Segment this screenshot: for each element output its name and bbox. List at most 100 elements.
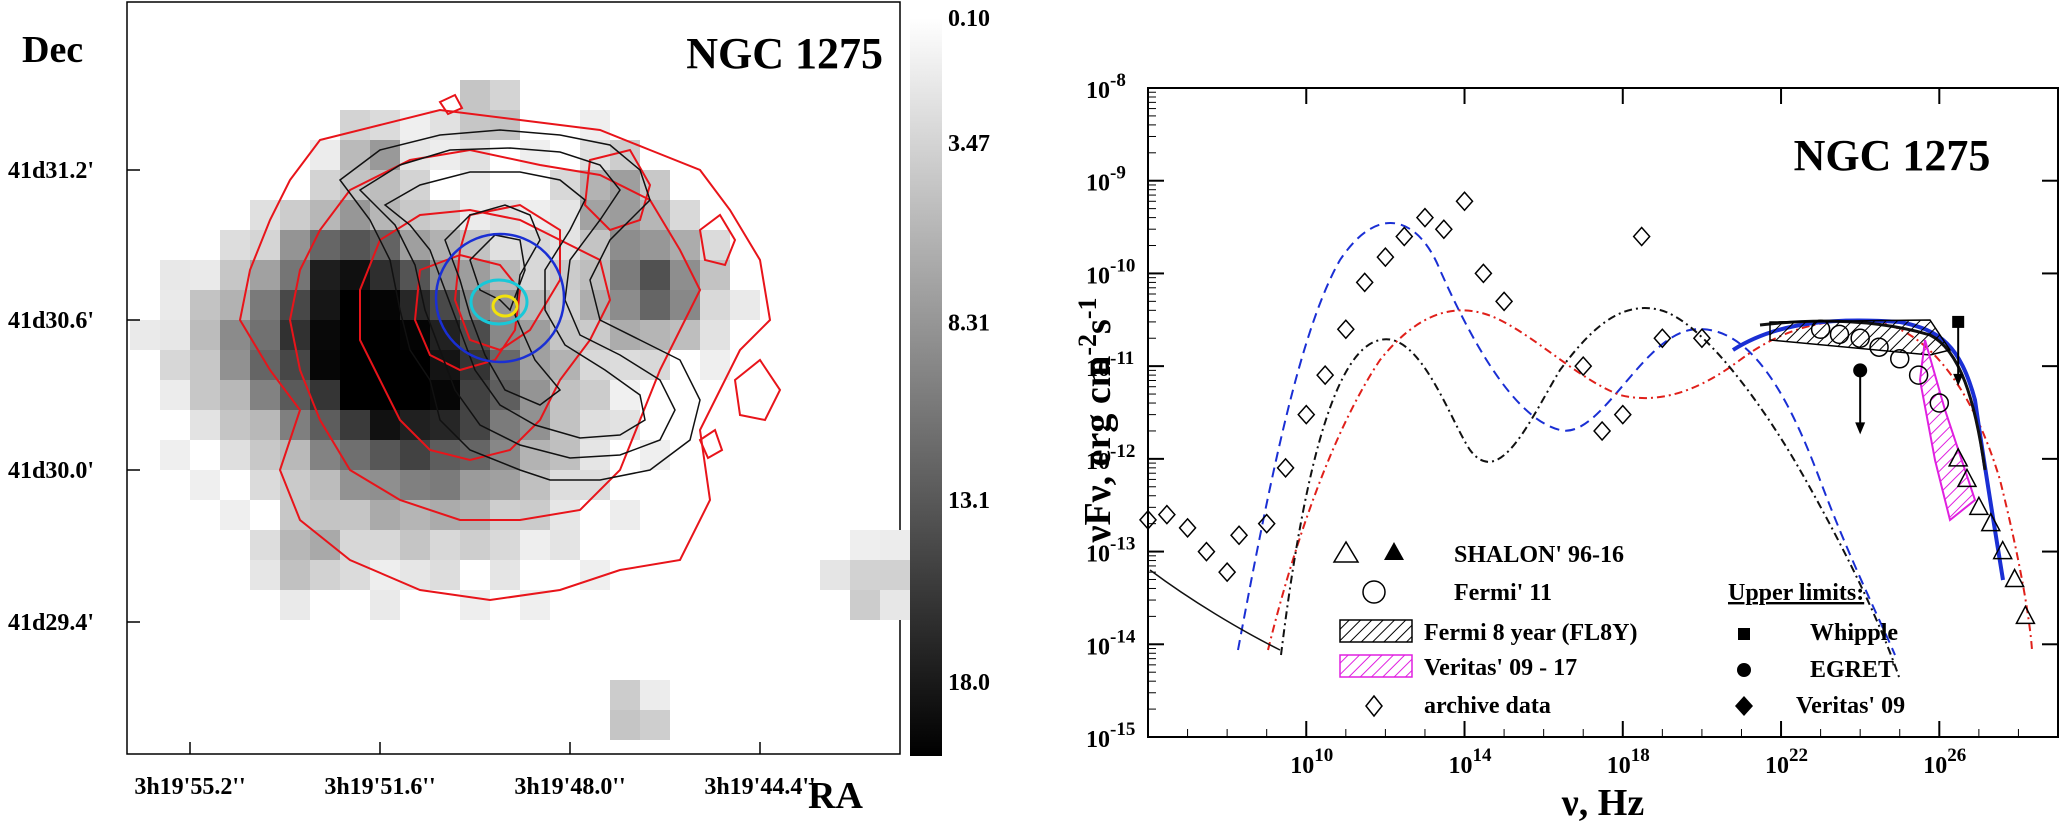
sed-ylabel: νFν, erg cm-2s-1: [1073, 297, 1119, 543]
map-pixel: [250, 560, 280, 590]
map-pixel: [310, 260, 340, 290]
map-pixel: [550, 410, 580, 440]
map-pixel: [550, 350, 580, 380]
colorbar-tick-label: 8.31: [948, 310, 990, 336]
map-title: NGC 1275: [686, 29, 883, 78]
map-pixel: [580, 410, 610, 440]
map-y-ticks: 41d31.2' 41d30.6' 41d30.0' 41d29.4': [8, 158, 140, 636]
archive-point: [1593, 420, 1612, 442]
archive-point: [1395, 226, 1414, 247]
map-pixel: [730, 290, 760, 320]
sed-x-tick-label: 1026: [1923, 745, 1966, 779]
map-pixel: [340, 140, 370, 170]
archive-point: [1434, 219, 1453, 240]
map-pixel: [310, 140, 340, 170]
map-pixel: [220, 230, 250, 260]
map-pixel: [160, 350, 190, 380]
map-pixel: [190, 470, 220, 500]
legend-whipple-icon: [1738, 628, 1750, 640]
archive-point: [1474, 263, 1493, 284]
fermi11-point: [1889, 349, 1910, 369]
sed-y-tick-label: 10-15: [1086, 719, 1135, 753]
map-pixel: [460, 530, 490, 560]
legend-fermi8-icon: [1339, 619, 1413, 643]
map-pixel: [160, 290, 190, 320]
map-pixel: [430, 440, 460, 470]
map-pixel: [190, 350, 220, 380]
map-pixel: [340, 410, 370, 440]
map-pixel: [340, 290, 370, 320]
map-pixel: [640, 350, 670, 380]
map-pixel: [220, 410, 250, 440]
sed-xlabel: ν, Hz: [1561, 782, 1645, 824]
map-y-tick-label: 41d30.6': [8, 308, 94, 334]
legend-fermi11-icon: [1362, 580, 1386, 604]
sed-x-tick-label: 1018: [1607, 745, 1650, 779]
map-pixel: [460, 500, 490, 530]
map-pixel: [400, 110, 430, 140]
fermi8-band: [1769, 319, 1952, 356]
map-pixel: [670, 320, 700, 350]
sed-x-ticks: 1010 1014 1018 1022 1026: [1187, 88, 2019, 779]
map-pixel: [310, 410, 340, 440]
map-pixel: [490, 560, 520, 590]
black-contours: [338, 129, 701, 481]
map-pixel: [280, 200, 310, 230]
map-pixel: [520, 440, 550, 470]
map-pixel: [610, 290, 640, 320]
shalon-point: [1956, 467, 1978, 488]
black-thin-fit: [1149, 569, 1281, 651]
map-pixel: [370, 350, 400, 380]
colorbar: [910, 18, 942, 756]
map-pixel: [580, 260, 610, 290]
legend-upper-limits: Upper limits:: [1728, 580, 1864, 606]
map-pixel: [400, 350, 430, 380]
sed-frame: [1147, 87, 2059, 738]
fermi11-point: [1908, 365, 1929, 385]
map-pixel: [160, 380, 190, 410]
sed-points: [1138, 191, 2036, 625]
map-pixel: [310, 170, 340, 200]
archive-point: [1355, 272, 1374, 293]
archive-point: [1376, 246, 1395, 268]
map-pixel: [460, 590, 490, 620]
fermi11-point: [1850, 328, 1870, 348]
map-pixel: [310, 290, 340, 320]
map-pixel: [460, 80, 490, 110]
archive-point: [1197, 541, 1216, 562]
map-pixel: [610, 260, 640, 290]
map-x-tick-label: 3h19'48.0'': [514, 774, 625, 800]
map-pixels: [130, 80, 910, 740]
map-pixel: [640, 320, 670, 350]
map-x-tick-label: 3h19'44.4'': [704, 774, 815, 800]
archive-point: [1276, 457, 1295, 478]
map-pixel: [400, 380, 430, 410]
map-pixel: [220, 440, 250, 470]
map-x-tick-label: 3h19'51.6'': [324, 774, 435, 800]
sed-legend: SHALON' 96-16 Fermi' 11 Fermi 8 year (FL…: [1332, 540, 1905, 719]
map-pixel: [610, 500, 640, 530]
map-x-tick-label: 3h19'55.2'': [134, 774, 245, 800]
map-pixel: [580, 230, 610, 260]
colorbar-ticks: 0.10 3.47 8.31 13.1 18.0: [948, 6, 990, 696]
archive-point: [1613, 404, 1632, 425]
map-pixel: [850, 590, 880, 620]
legend-egret: EGRET: [1810, 657, 1894, 683]
map-pixel: [850, 560, 880, 590]
map-pixel: [580, 350, 610, 380]
map-pixel: [310, 320, 340, 350]
map-pixel: [460, 170, 490, 200]
archive-point: [1218, 562, 1237, 583]
map-pixel: [340, 230, 370, 260]
map-pixel: [340, 350, 370, 380]
map-pixel: [520, 530, 550, 560]
map-pixel: [280, 590, 310, 620]
fermi11-point: [1929, 393, 1950, 413]
sed-x-tick-label: 1010: [1290, 745, 1333, 779]
map-pixel: [220, 260, 250, 290]
map-pixel: [220, 320, 250, 350]
map-pixel: [310, 230, 340, 260]
map-pixel: [250, 290, 280, 320]
sed-y-tick-label: 10-9: [1086, 163, 1126, 197]
map-pixel: [820, 560, 850, 590]
